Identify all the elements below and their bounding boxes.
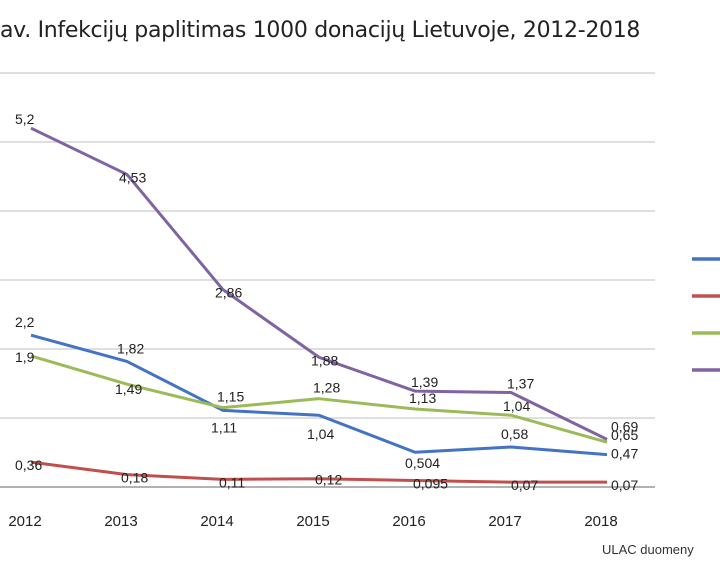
data-label: 0,07 [611,477,638,493]
data-label: 0,11 [219,474,245,490]
series-line-2 [30,460,607,484]
data-label: 2,86 [215,285,242,301]
data-label: 4,53 [119,169,146,185]
data-label: 1,13 [409,390,436,406]
data-label: 1,37 [507,375,534,391]
data-label: 0,07 [511,477,538,493]
data-label: 0,47 [611,446,638,462]
data-label: 0,095 [413,475,448,491]
x-tick-label: 2012 [8,513,41,530]
x-tick-label: 2014 [200,513,233,530]
series-line-4 [30,126,608,441]
data-label: 5,2 [15,111,35,127]
data-label: 1,04 [307,426,334,442]
data-label: 1,49 [115,381,142,397]
series-line-3 [30,354,608,444]
x-tick-label: 2015 [296,513,329,530]
data-label: 2,2 [15,314,35,330]
x-tick-label: 2013 [104,513,137,530]
chart-title: av. Infekcijų paplitimas 1000 donacijų L… [0,18,641,43]
data-label: 0,36 [15,457,42,473]
x-tick-label: 2018 [584,513,617,530]
data-label: 1,28 [313,380,340,396]
data-label: 1,88 [311,352,338,368]
series-line-1 [30,333,608,457]
data-label: 0,58 [501,426,528,442]
x-tick-label: 2016 [392,513,425,530]
data-label: 1,15 [217,389,244,405]
data-label: 1,11 [211,419,237,435]
x-tick-label: 2017 [488,513,521,530]
data-label: 0,18 [121,470,148,486]
data-label: 1,82 [117,340,144,356]
source-note: ULAC duomeny [602,542,694,557]
data-label: 1,39 [411,374,438,390]
data-label: 0,65 [611,427,638,443]
data-label: 0,504 [405,455,440,471]
data-label: 0,69 [611,418,638,434]
data-label: 1,9 [15,349,35,365]
data-label: 1,04 [503,398,530,414]
data-label: 0,12 [315,472,342,488]
